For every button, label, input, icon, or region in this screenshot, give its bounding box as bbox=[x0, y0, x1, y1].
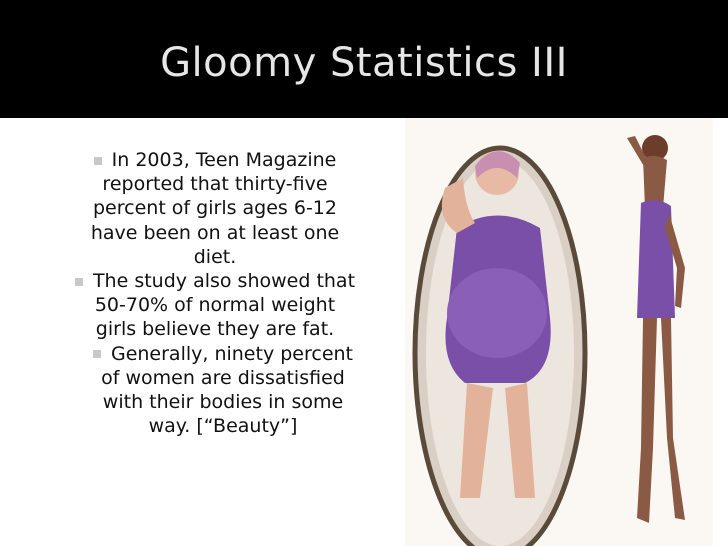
sub-bullet-item: Generally, ninety percent of women are d… bbox=[58, 342, 358, 439]
bullet-item: The study also showed that 50-70% of nor… bbox=[58, 269, 358, 342]
square-bullet-icon bbox=[92, 350, 101, 359]
bullet-list: In 2003, Teen Magazine reported that thi… bbox=[58, 148, 358, 438]
bullet-item: In 2003, Teen Magazine reported that thi… bbox=[90, 149, 340, 268]
slide-title: Gloomy Statistics III bbox=[160, 40, 568, 86]
square-bullet-icon bbox=[93, 156, 102, 165]
title-bar: Gloomy Statistics III bbox=[0, 0, 728, 118]
square-bullet-icon bbox=[74, 277, 83, 286]
mirror-illustration bbox=[405, 118, 713, 546]
